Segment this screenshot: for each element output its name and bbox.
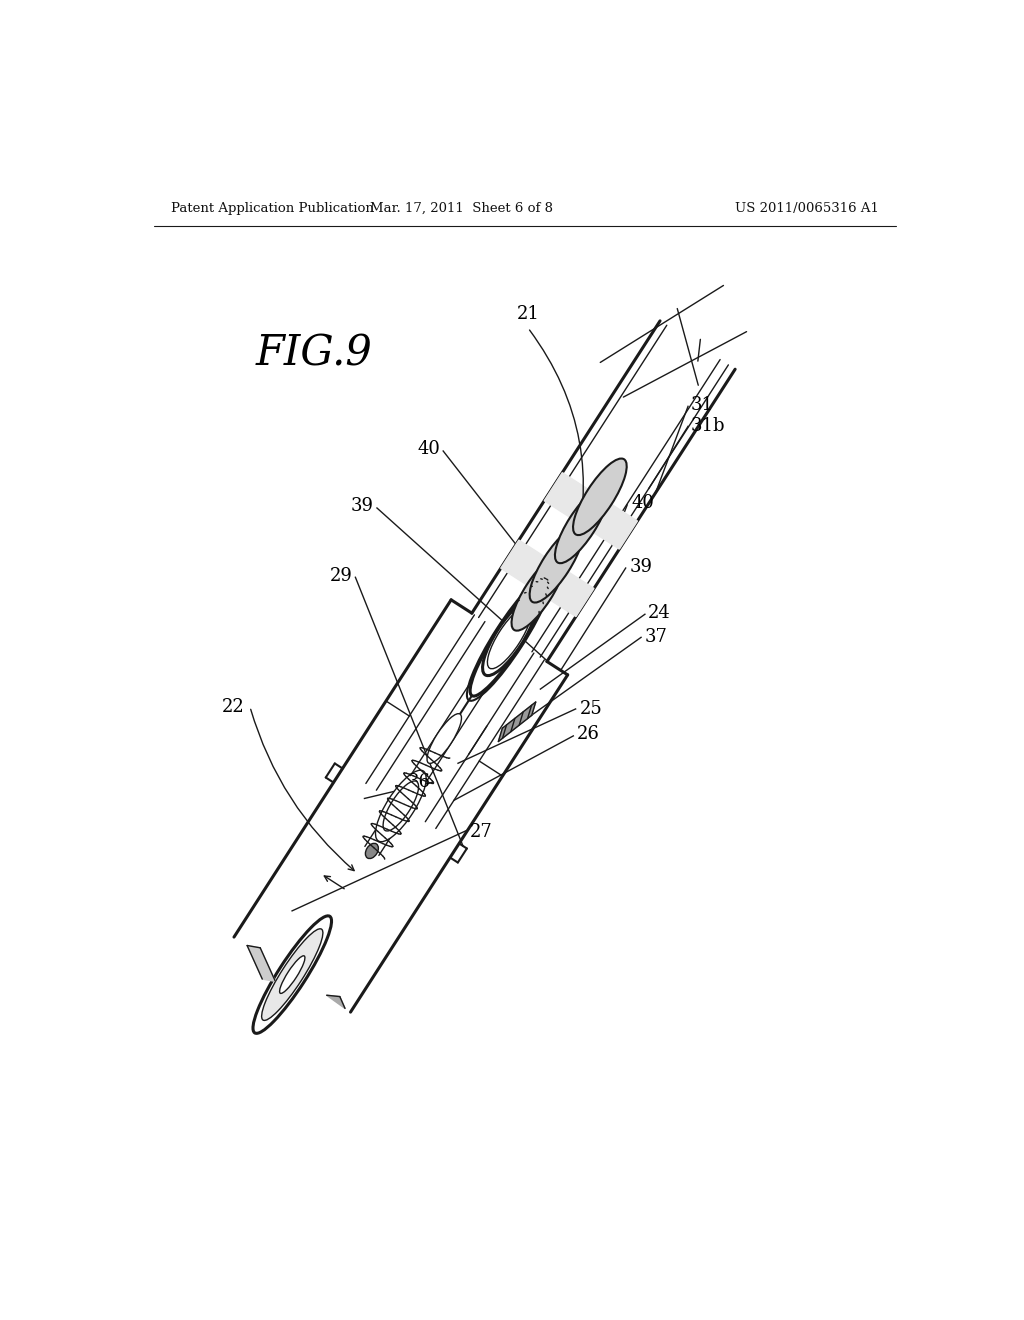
- Ellipse shape: [376, 770, 426, 842]
- Polygon shape: [544, 473, 637, 549]
- Ellipse shape: [261, 929, 323, 1020]
- Text: 25: 25: [580, 700, 602, 718]
- Text: 40: 40: [417, 441, 440, 458]
- Text: 29: 29: [330, 566, 352, 585]
- Text: 21: 21: [516, 305, 540, 323]
- Text: 37: 37: [645, 628, 668, 647]
- Ellipse shape: [555, 487, 608, 564]
- Text: 39: 39: [630, 557, 652, 576]
- Text: 27: 27: [469, 824, 493, 841]
- Ellipse shape: [529, 525, 584, 602]
- Text: FIG.9: FIG.9: [255, 333, 372, 374]
- Ellipse shape: [280, 956, 305, 994]
- Ellipse shape: [253, 916, 332, 1034]
- Ellipse shape: [487, 606, 531, 669]
- Ellipse shape: [366, 843, 378, 858]
- Ellipse shape: [573, 458, 627, 535]
- Text: Patent Application Publication: Patent Application Publication: [171, 202, 374, 215]
- Polygon shape: [501, 540, 594, 616]
- Ellipse shape: [383, 781, 419, 832]
- Text: 39: 39: [351, 498, 374, 515]
- Ellipse shape: [512, 554, 565, 631]
- Ellipse shape: [470, 578, 549, 696]
- Text: 22: 22: [222, 698, 245, 715]
- Text: 31b: 31b: [691, 417, 726, 436]
- Text: 36: 36: [408, 774, 431, 791]
- Ellipse shape: [470, 578, 549, 696]
- Text: 26: 26: [578, 726, 600, 743]
- Polygon shape: [327, 995, 345, 1008]
- Text: 24: 24: [648, 603, 671, 622]
- Polygon shape: [247, 945, 275, 981]
- Text: Mar. 17, 2011  Sheet 6 of 8: Mar. 17, 2011 Sheet 6 of 8: [370, 202, 553, 215]
- Text: 40: 40: [631, 495, 654, 512]
- Ellipse shape: [427, 714, 462, 763]
- Text: US 2011/0065316 A1: US 2011/0065316 A1: [735, 202, 879, 215]
- Ellipse shape: [482, 599, 537, 676]
- Text: 31: 31: [691, 396, 714, 413]
- Polygon shape: [499, 702, 536, 742]
